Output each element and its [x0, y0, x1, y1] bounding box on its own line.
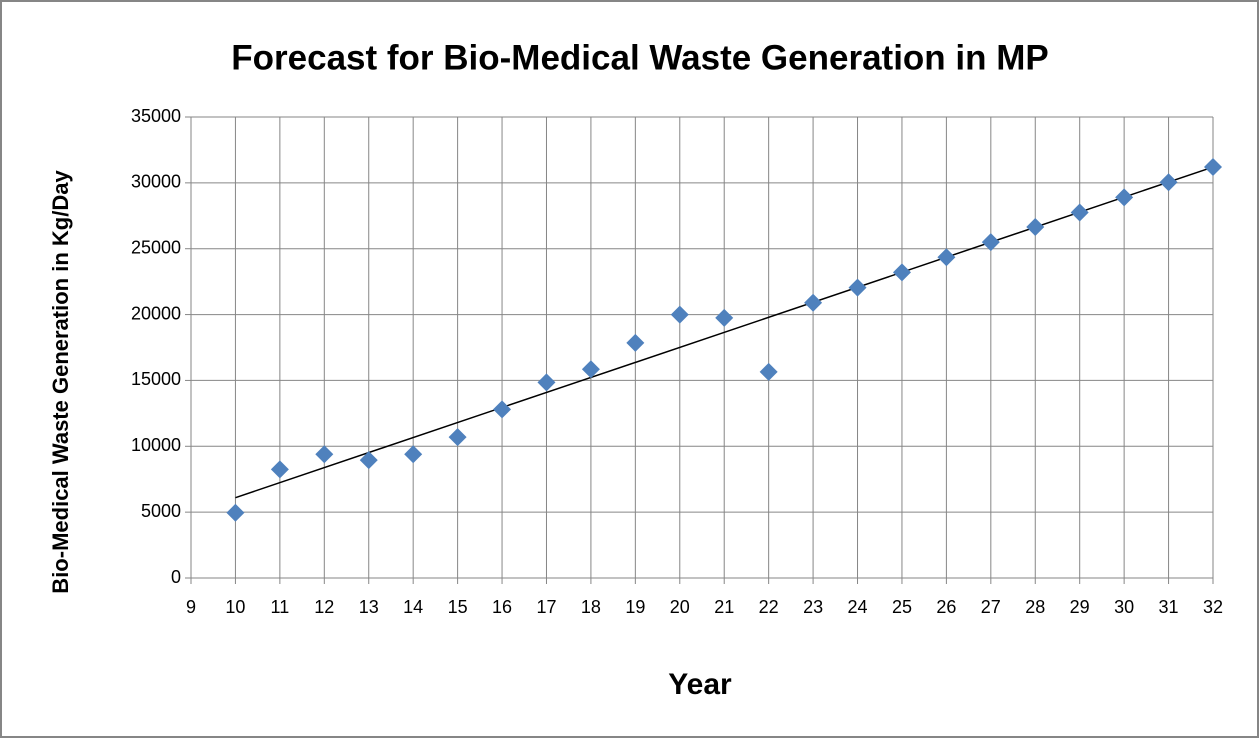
x-tick-label: 13	[359, 597, 379, 617]
x-tick-label: 24	[848, 597, 868, 617]
x-tick-label: 21	[714, 597, 734, 617]
point	[537, 373, 556, 392]
x-tick-label: 9	[186, 597, 196, 617]
point	[937, 248, 956, 267]
point	[270, 460, 289, 479]
x-tick-label: 32	[1203, 597, 1223, 617]
x-tick-label: 18	[581, 597, 601, 617]
x-tick-label: 14	[403, 597, 423, 617]
x-tick-label: 31	[1159, 597, 1179, 617]
point	[981, 233, 1000, 252]
trendline	[235, 166, 1214, 499]
x-tick-label: 10	[225, 597, 245, 617]
point	[493, 400, 512, 419]
point	[448, 428, 467, 447]
x-tick-label: 12	[314, 597, 334, 617]
point	[315, 445, 334, 464]
y-tick-label: 30000	[131, 172, 181, 192]
point	[626, 333, 645, 352]
x-axis-label: Year	[668, 668, 732, 701]
x-tick-label: 11	[271, 597, 290, 617]
point	[404, 445, 423, 464]
x-tick-label: 27	[981, 597, 1001, 617]
point	[581, 360, 600, 379]
point	[804, 293, 823, 312]
x-tick-label: 30	[1114, 597, 1134, 617]
chart-title: Forecast for Bio-Medical Waste Generatio…	[231, 38, 1048, 77]
x-tick-label: 23	[803, 597, 823, 617]
x-tick-label: 22	[759, 597, 779, 617]
x-tick-label: 28	[1025, 597, 1045, 617]
x-tick-label: 15	[448, 597, 468, 617]
y-axis-label: Bio-Medical Waste Generation in Kg/Day	[48, 170, 73, 594]
point	[848, 278, 867, 297]
point	[359, 451, 378, 470]
y-tick-label: 20000	[131, 303, 181, 323]
x-tick-label: 17	[536, 597, 556, 617]
y-tick-label: 35000	[131, 106, 181, 126]
point	[715, 308, 734, 327]
point	[892, 263, 911, 282]
point	[1159, 173, 1178, 192]
x-tick-label: 29	[1070, 597, 1090, 617]
point	[1070, 203, 1089, 222]
point	[759, 362, 778, 381]
point	[1204, 158, 1222, 177]
y-tick-label: 15000	[131, 369, 181, 389]
y-tick-label: 5000	[141, 501, 181, 521]
y-tick-label: 10000	[131, 435, 181, 455]
x-tick-label: 25	[892, 597, 912, 617]
point	[1115, 188, 1134, 207]
x-tick-label: 19	[625, 597, 645, 617]
x-tick-label: 20	[670, 597, 690, 617]
y-tick-label: 25000	[131, 237, 181, 257]
x-tick-label: 26	[936, 597, 956, 617]
point	[670, 305, 689, 324]
x-tick-label: 16	[492, 597, 512, 617]
point	[226, 503, 245, 522]
y-tick-label: 0	[171, 567, 181, 587]
point	[1026, 217, 1045, 236]
